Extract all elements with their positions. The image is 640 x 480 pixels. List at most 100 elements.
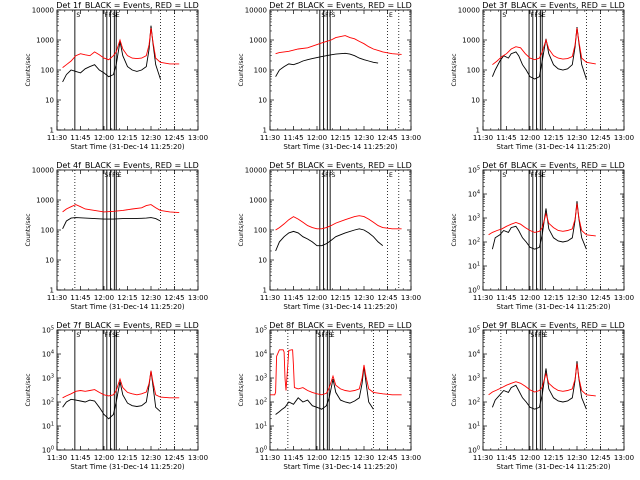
events-series-line bbox=[491, 201, 587, 250]
interval-marker-label: E bbox=[389, 12, 393, 19]
x-tick-label: 11:30 bbox=[473, 134, 493, 142]
x-tick-label: 13:00 bbox=[614, 454, 634, 462]
lld-series-line bbox=[62, 28, 180, 68]
x-axis-label: Start Time (31-Dec-14 11:25:20) bbox=[70, 463, 184, 471]
y-tick-label: 10 bbox=[471, 97, 480, 105]
chart-panel-3: 1 10 100 1000 10000 11:30 11:45 12:00 12:15 12:30… bbox=[451, 1, 634, 151]
x-tick-label: 12:15 bbox=[330, 134, 350, 142]
x-tick-label: 11:30 bbox=[260, 294, 280, 302]
y-axis-label: Counts/sec bbox=[451, 373, 458, 406]
chart-panel-9: 100 101 102 103 104 105 11:30 11:45 12:00 12:15 12… bbox=[451, 321, 634, 471]
x-tick-label: 12:45 bbox=[164, 454, 184, 462]
interval-marker-label: F bbox=[105, 332, 109, 339]
chart-panel-1: 1 10 100 1000 10000 11:30 11:45 12:00 12:15 12:30… bbox=[25, 1, 208, 151]
interval-marker-label: S bbox=[502, 172, 506, 179]
chart-title: Det 5f_BLACK = Events, RED = LLD bbox=[269, 161, 412, 170]
interval-marker-label: S bbox=[332, 12, 336, 19]
y-axis-label: Counts/sec bbox=[25, 373, 32, 406]
y-tick-label: 100 bbox=[467, 67, 480, 75]
y-tick-label: 1000 bbox=[36, 37, 54, 45]
y-tick-label: 102 bbox=[255, 398, 267, 407]
y-tick-label: 105 bbox=[42, 326, 54, 335]
interval-marker-label: F bbox=[325, 332, 329, 339]
interval-marker-label: F bbox=[325, 12, 329, 19]
interval-marker-label: F bbox=[329, 12, 333, 19]
y-tick-label: 101 bbox=[468, 262, 480, 271]
x-tick-label: 12:00 bbox=[307, 294, 327, 302]
x-tick-label: 12:30 bbox=[354, 294, 374, 302]
y-tick-label: 103 bbox=[255, 374, 267, 383]
y-axis-label: Counts/sec bbox=[25, 53, 32, 86]
y-tick-label: 101 bbox=[42, 422, 54, 431]
lld-series-line bbox=[488, 203, 596, 237]
x-tick-label: 12:30 bbox=[354, 134, 374, 142]
x-tick-label: 12:45 bbox=[377, 454, 397, 462]
y-tick-label: 101 bbox=[468, 422, 480, 431]
interval-marker-label: E bbox=[389, 172, 393, 179]
chart-title: Det 9f_BLACK = Events, RED = LLD bbox=[482, 321, 625, 330]
y-tick-label: 100 bbox=[468, 286, 480, 295]
interval-marker-label: E bbox=[331, 332, 335, 339]
interval-marker-label: S bbox=[116, 172, 120, 179]
x-tick-label: 13:00 bbox=[401, 294, 421, 302]
interval-marker-label: E bbox=[544, 332, 548, 339]
x-tick-label: 11:30 bbox=[47, 294, 67, 302]
x-tick-label: 12:45 bbox=[164, 294, 184, 302]
events-series-line bbox=[62, 370, 161, 420]
y-axis-label: Counts/sec bbox=[25, 213, 32, 246]
interval-marker-label: E bbox=[116, 332, 120, 339]
chart-panel-6: 100 101 102 103 104 105 11:30 11:45 12:00 12:15 12… bbox=[451, 161, 634, 311]
x-axis-label: Start Time (31-Dec-14 11:25:20) bbox=[283, 143, 397, 151]
interval-marker-label: F bbox=[531, 172, 535, 179]
y-tick-label: 100 bbox=[255, 446, 267, 455]
x-tick-label: 11:45 bbox=[283, 454, 303, 462]
x-tick-label: 12:00 bbox=[307, 134, 327, 142]
y-tick-label: 10 bbox=[45, 97, 54, 105]
interval-marker-label: S bbox=[502, 12, 506, 19]
x-tick-label: 12:15 bbox=[117, 454, 137, 462]
y-tick-label: 103 bbox=[468, 214, 480, 223]
x-tick-label: 11:45 bbox=[283, 294, 303, 302]
x-tick-label: 11:30 bbox=[47, 454, 67, 462]
y-tick-label: 1 bbox=[50, 127, 54, 135]
y-tick-label: 104 bbox=[42, 350, 54, 359]
interval-marker-label: F bbox=[108, 332, 112, 339]
y-tick-label: 103 bbox=[42, 374, 54, 383]
y-tick-label: 10000 bbox=[32, 7, 54, 15]
x-tick-label: 11:45 bbox=[283, 134, 303, 142]
x-tick-label: 13:00 bbox=[188, 454, 208, 462]
interval-marker-label: F bbox=[108, 12, 112, 19]
x-tick-label: 12:45 bbox=[590, 294, 610, 302]
x-tick-label: 12:45 bbox=[590, 454, 610, 462]
x-tick-label: 12:45 bbox=[377, 134, 397, 142]
y-tick-label: 10000 bbox=[458, 7, 480, 15]
y-tick-label: 100 bbox=[41, 67, 54, 75]
y-tick-label: 100 bbox=[468, 446, 480, 455]
y-tick-label: 101 bbox=[255, 422, 267, 431]
y-tick-label: 1000 bbox=[249, 37, 267, 45]
x-tick-label: 12:00 bbox=[94, 294, 114, 302]
y-tick-label: 10 bbox=[45, 257, 54, 265]
y-tick-label: 105 bbox=[468, 326, 480, 335]
interval-marker-label: S bbox=[76, 12, 80, 19]
y-tick-label: 1 bbox=[50, 287, 54, 295]
chart-panel-2: 1 10 100 1000 10000 11:30 11:45 12:00 12:15 12:30… bbox=[238, 1, 421, 151]
x-tick-label: 12:15 bbox=[543, 454, 563, 462]
interval-marker-label: S bbox=[76, 332, 80, 339]
x-tick-label: 11:30 bbox=[260, 454, 280, 462]
x-tick-label: 12:00 bbox=[520, 134, 540, 142]
interval-marker-label: F bbox=[321, 332, 325, 339]
y-tick-label: 1 bbox=[476, 127, 480, 135]
x-axis-label: Start Time (31-Dec-14 11:25:20) bbox=[496, 303, 610, 311]
x-tick-label: 12:45 bbox=[164, 134, 184, 142]
lld-series-line bbox=[270, 349, 402, 396]
x-tick-label: 13:00 bbox=[188, 134, 208, 142]
x-tick-label: 12:30 bbox=[354, 454, 374, 462]
interval-marker-label: E bbox=[116, 12, 120, 19]
plot-frame bbox=[269, 169, 412, 291]
x-tick-label: 12:30 bbox=[567, 454, 587, 462]
lld-series-line bbox=[492, 28, 596, 66]
events-series-line bbox=[275, 52, 379, 77]
plot-frame bbox=[269, 329, 412, 451]
